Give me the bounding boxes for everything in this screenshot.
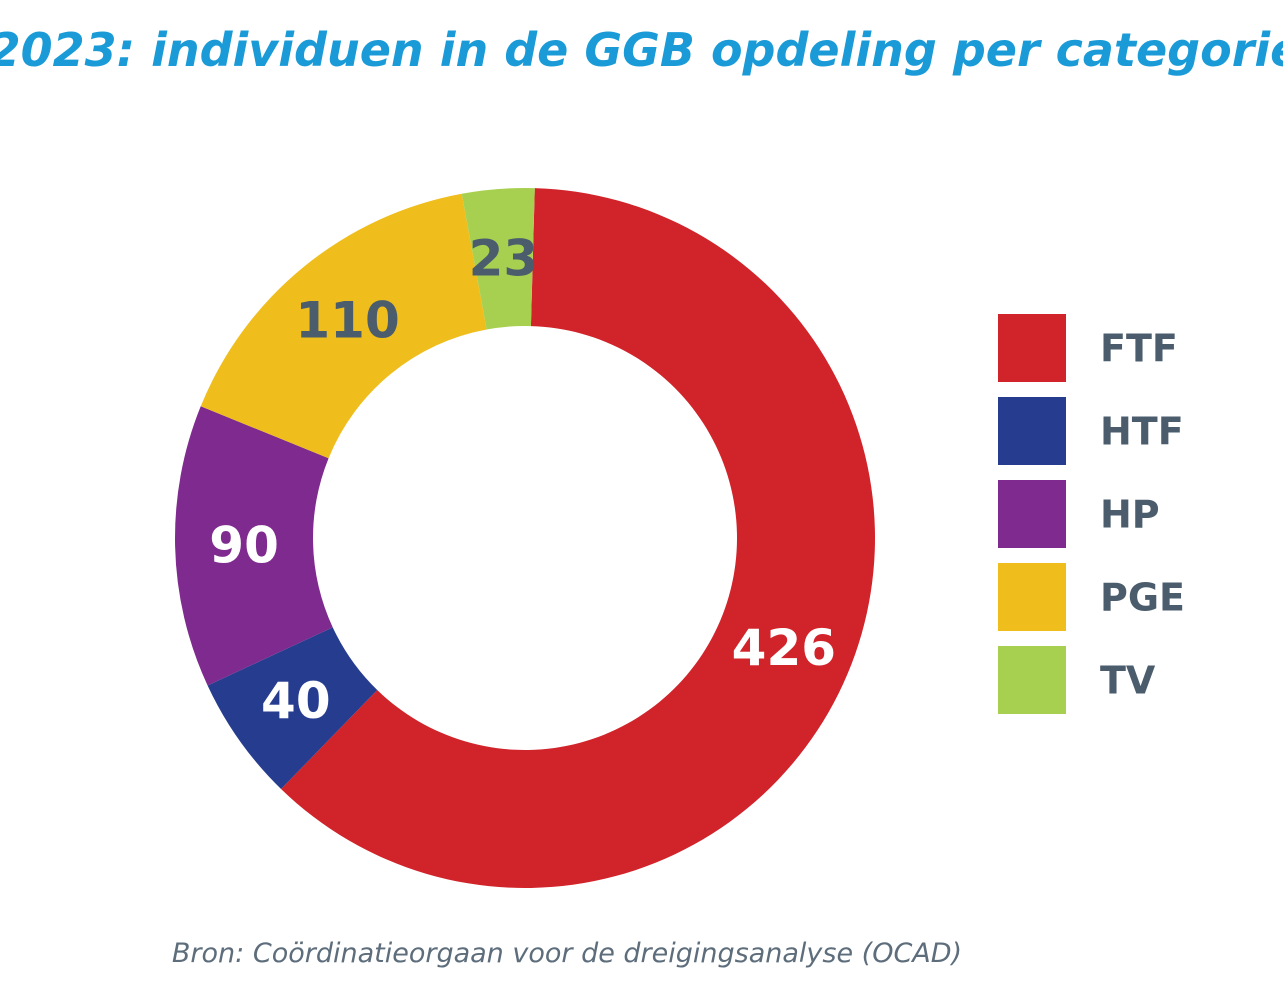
slice-label: 426 [732,619,836,677]
slice [174,406,333,686]
legend-swatch [998,646,1066,714]
source: Bron: Coördinatieorgaan voor de dreiging… [172,938,962,969]
slice-label: 110 [295,292,399,350]
legend-swatch [998,397,1066,465]
slice [207,627,378,789]
slice [281,188,876,888]
legend-swatch [998,563,1066,631]
legend-swatch [998,314,1066,382]
legend-label: FTF [1100,327,1178,371]
legend-swatch [998,480,1066,548]
chart-title: 2023: individuen in de GGB opdeling per … [0,23,1283,77]
legend-label: HP [1100,493,1160,537]
slice-label: 23 [469,229,539,287]
legend-label: PGE [1100,576,1185,620]
slice-label: 40 [261,672,331,730]
legend-label: TV [1100,659,1156,703]
slice [200,193,487,459]
legend-label: HTF [1100,410,1184,454]
slice-label: 90 [209,516,279,574]
slice [461,188,535,330]
